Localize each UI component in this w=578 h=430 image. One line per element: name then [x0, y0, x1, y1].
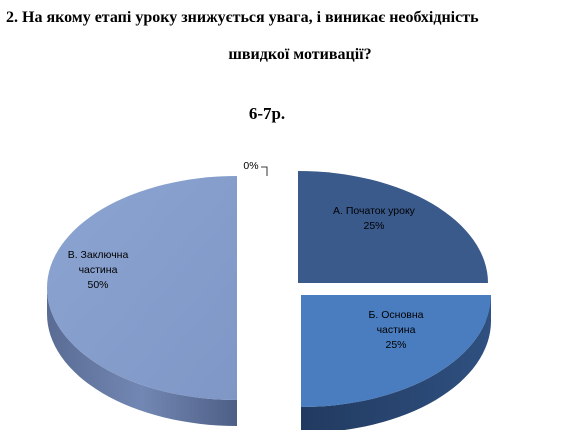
chart-title: 6-7р.	[248, 104, 286, 123]
slice-label-2: В. Заключна частина 50%	[68, 249, 129, 291]
pie-slice-2	[47, 176, 237, 426]
slice-label-3: 0%	[243, 160, 258, 172]
pie-slice-side-2	[47, 288, 237, 426]
question-line-2: швидкої мотивації?	[228, 46, 372, 63]
pie-slice-top-1	[301, 295, 491, 407]
question-line-1: 2. На якому етапі уроку знижується увага…	[6, 9, 479, 26]
pie-slice-top-2	[47, 176, 237, 400]
pie-slice-1	[301, 295, 491, 430]
slice-label-1: Б. Основна частина 25%	[369, 309, 424, 351]
pie-slice-0	[298, 171, 488, 283]
pie-slice-top-0	[298, 171, 488, 283]
slice-label-0: А. Початок уроку 25%	[333, 205, 416, 232]
pie-slice-side-1	[301, 295, 491, 430]
zero-label-leader	[261, 166, 268, 176]
